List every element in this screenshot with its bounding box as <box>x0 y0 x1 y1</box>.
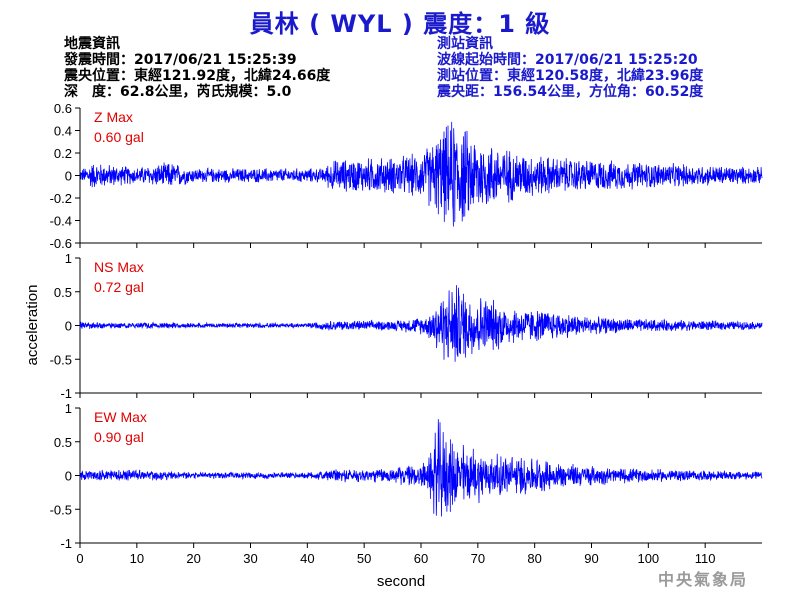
max-value-label: 0.60 gal <box>94 129 144 145</box>
watermark: 中央氣象局 <box>657 570 748 589</box>
y-tick-label: -0.2 <box>50 191 72 206</box>
waveform-trace-1 <box>79 121 763 227</box>
epicenter-location: 震央位置：東經121.92度，北緯24.66度 <box>64 68 331 84</box>
y-tick-label: -1 <box>60 536 72 551</box>
station-info-heading: 測站資訊 <box>437 36 493 52</box>
y-tick-label: -0.5 <box>50 352 72 367</box>
earthquake-info-heading: 地震資訊 <box>64 36 120 52</box>
x-tick-label: 70 <box>471 551 485 566</box>
x-tick-label: 20 <box>186 551 200 566</box>
x-tick-label: 60 <box>414 551 428 566</box>
y-tick-label: 0.4 <box>54 124 72 139</box>
y-tick-label: 0.5 <box>54 435 72 450</box>
x-tick-label: 110 <box>695 551 716 566</box>
station-info: 測站資訊 波線起始時間：2017/06/21 15:25:20 測站位置：東經1… <box>437 36 703 100</box>
y-tick-label: 0.6 <box>54 101 72 116</box>
origin-time: 發震時間：2017/06/21 15:25:39 <box>64 52 297 68</box>
y-tick-label: 0 <box>65 169 72 184</box>
x-tick-label: 50 <box>357 551 371 566</box>
x-tick-label: 30 <box>243 551 257 566</box>
y-tick-label: -1 <box>60 386 72 401</box>
y-tick-label: 0.2 <box>54 146 72 161</box>
x-tick-label: 90 <box>584 551 598 566</box>
earthquake-info: 地震資訊 發震時間：2017/06/21 15:25:39 震央位置：東經121… <box>64 36 330 100</box>
x-axis-title: second <box>377 573 425 590</box>
max-value-label: 0.72 gal <box>94 279 144 295</box>
y-tick-label: 0 <box>65 469 72 484</box>
y-tick-label: 1 <box>65 251 72 266</box>
chart-title: 員林 ( WYL ) 震度：1 級 <box>249 10 551 38</box>
x-tick-label: 100 <box>637 551 659 566</box>
station-location: 測站位置：東經120.58度，北緯23.96度 <box>437 68 704 84</box>
component-label: NS Max <box>94 259 144 275</box>
x-tick-label: 10 <box>130 551 144 566</box>
waveform-trace-2 <box>79 285 763 362</box>
x-tick-label: 40 <box>300 551 314 566</box>
y-tick-label: 1 <box>65 401 72 416</box>
y-axis-title: acceleration <box>24 285 41 366</box>
y-tick-label: -0.6 <box>50 236 72 251</box>
wave-start-time: 波線起始時間：2017/06/21 15:25:20 <box>437 52 698 68</box>
y-tick-label: 0.5 <box>54 285 72 300</box>
component-label: Z Max <box>94 109 133 125</box>
y-tick-label: 0 <box>65 319 72 334</box>
depth-magnitude: 深 度：62.8公里，芮氏規模：5.0 <box>64 84 292 100</box>
component-label: EW Max <box>94 409 147 425</box>
waveform-trace-3 <box>79 419 763 517</box>
max-value-label: 0.90 gal <box>94 429 144 445</box>
x-tick-label: 0 <box>76 551 83 566</box>
y-tick-label: -0.4 <box>50 214 72 229</box>
x-tick-label: 80 <box>527 551 541 566</box>
y-tick-label: -0.5 <box>50 502 72 517</box>
epicentral-distance-azimuth: 震央距：156.54公里，方位角：60.52度 <box>437 84 704 100</box>
